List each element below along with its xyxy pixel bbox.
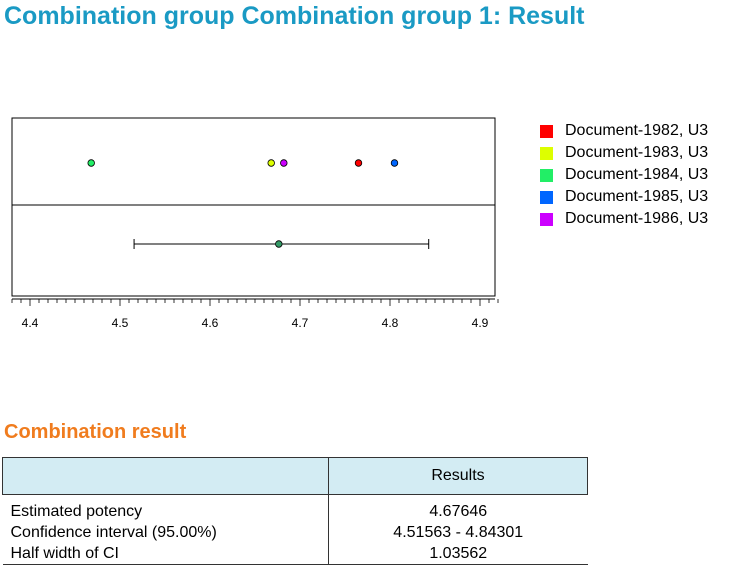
page-title: Combination group Combination group 1: R… bbox=[4, 2, 585, 30]
data-point bbox=[390, 159, 399, 167]
data-point bbox=[354, 159, 363, 167]
results-table: Results Estimated potency 4.67646 Confid… bbox=[2, 457, 588, 565]
row-value: 1.03562 bbox=[328, 543, 588, 565]
empty-header-cell bbox=[2, 457, 329, 495]
legend-label: Document-1986, U3 bbox=[565, 210, 709, 227]
table-row: Estimated potency 4.67646 bbox=[3, 494, 588, 522]
legend-item: Document-1986, U3 bbox=[540, 208, 708, 230]
x-tick-label: 4.4 bbox=[22, 316, 39, 330]
table-row: Half width of CI 1.03562 bbox=[2, 543, 588, 565]
legend-item: Document-1984, U3 bbox=[540, 164, 708, 186]
legend-swatch bbox=[540, 212, 553, 226]
legend-label: Document-1985, U3 bbox=[565, 188, 709, 205]
data-point bbox=[267, 159, 275, 167]
data-point bbox=[87, 159, 95, 167]
legend-label: Document-1984, U3 bbox=[565, 166, 709, 183]
legend-label: Document-1983, U3 bbox=[565, 144, 709, 161]
table-header-row: Results bbox=[2, 457, 588, 495]
table-row: Confidence interval (95.00%) 4.51563 - 4… bbox=[3, 522, 588, 543]
legend-item: Document-1983, U3 bbox=[540, 142, 708, 164]
x-tick-label: 4.6 bbox=[202, 316, 219, 330]
row-label: Estimated potency bbox=[10, 503, 143, 520]
legend-item: Document-1982, U3 bbox=[540, 120, 708, 142]
legend-swatch bbox=[540, 124, 553, 138]
data-point bbox=[280, 159, 288, 167]
row-label: Confidence interval (95.00%) bbox=[10, 524, 217, 541]
row-label: Half width of CI bbox=[2, 543, 329, 565]
legend-swatch bbox=[540, 146, 553, 160]
combined-estimate-point bbox=[275, 240, 283, 248]
results-column-header: Results bbox=[328, 457, 588, 495]
x-tick-label: 4.8 bbox=[382, 316, 399, 330]
row-value: 4.67646 bbox=[328, 494, 588, 522]
legend-label: Document-1982, U3 bbox=[565, 122, 709, 139]
x-tick-label: 4.7 bbox=[292, 316, 309, 330]
section-title: Combination result bbox=[4, 421, 187, 443]
row-value: 4.51563 - 4.84301 bbox=[328, 522, 588, 543]
legend-item: Document-1985, U3 bbox=[540, 186, 708, 208]
potency-plot: 4.4 4.5 4.6 4.7 4.8 4.9 bbox=[11, 117, 499, 330]
x-tick-label: 4.9 bbox=[472, 316, 489, 330]
legend-swatch bbox=[540, 190, 553, 204]
x-tick-label: 4.5 bbox=[112, 316, 129, 330]
legend-swatch bbox=[540, 168, 553, 182]
legend: Document-1982, U3 Document-1983, U3 Docu… bbox=[540, 120, 708, 230]
plot-frame bbox=[11, 117, 496, 297]
